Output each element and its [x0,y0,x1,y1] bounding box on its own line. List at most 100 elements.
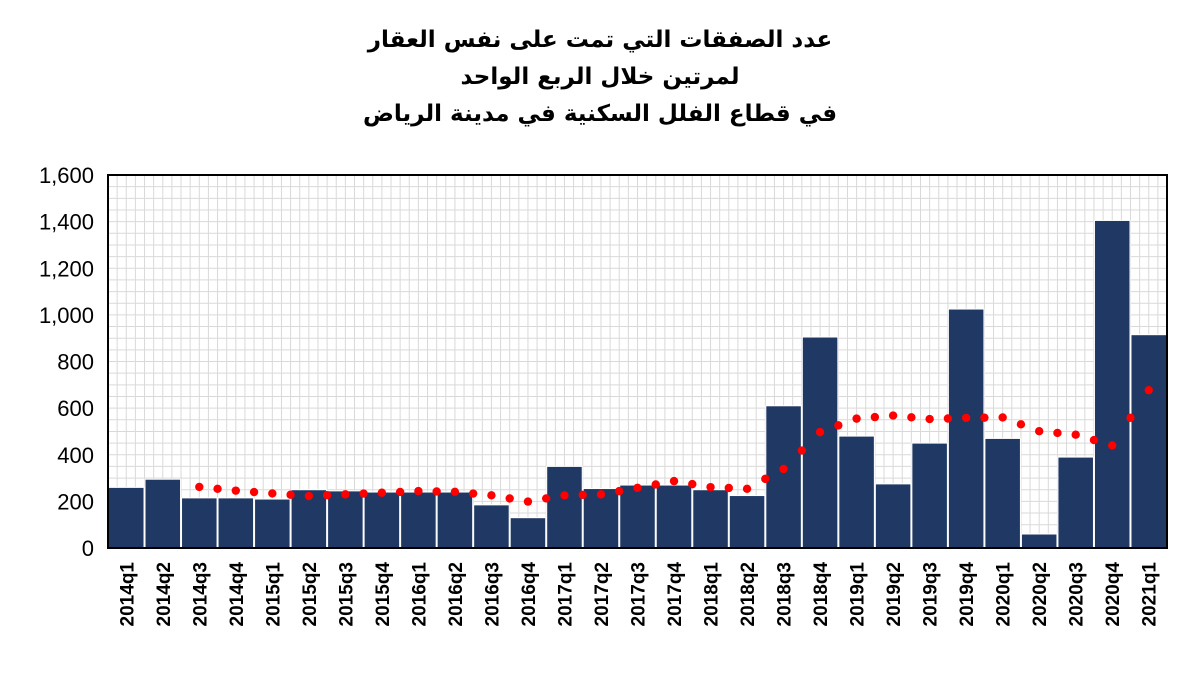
moving-average-point [651,480,660,489]
x-tick-label-2017q1: 2017q1 [555,562,576,627]
y-tick-label: 400 [57,443,94,468]
bar-2015q3 [327,490,364,549]
bar-layer [108,219,1168,549]
bar-2017q3 [619,484,656,549]
bar-2018q3 [765,405,802,549]
moving-average-point [633,483,642,493]
moving-average-point [542,494,551,503]
x-tick-label-2019q2: 2019q2 [884,562,905,626]
bar-2014q4 [217,497,255,549]
moving-average-point [925,414,934,424]
bar-2017q4 [655,484,693,549]
moving-average-point [487,491,496,500]
moving-average-point [395,487,405,497]
bar-2014q1 [108,486,145,549]
moving-average-point [195,482,204,492]
moving-average-point [213,484,222,493]
moving-average-point [578,490,587,500]
bar-2014q2 [144,478,182,549]
x-tick-label-2014q2: 2014q2 [154,562,175,626]
moving-average-point [852,414,861,423]
x-tick-label-2016q1: 2016q1 [409,562,430,627]
moving-average-point [1126,413,1135,422]
moving-average-point [596,490,606,499]
y-tick-label: 1,400 [39,210,94,235]
moving-average-point [779,464,788,474]
y-tick-label: 1,200 [39,256,94,281]
moving-average-point [304,491,314,501]
bar-2021q1 [1130,334,1168,549]
x-tick-label-2021q1: 2021q1 [1140,562,1161,627]
moving-average-point [286,490,295,499]
moving-average-point [359,489,368,498]
x-tick-label-2018q4: 2018q4 [811,562,832,627]
x-tick-label-2020q3: 2020q3 [1067,562,1088,626]
moving-average-point [505,494,514,503]
bar-2016q1 [400,491,437,549]
bar-2018q2 [728,495,766,549]
moving-average-point [815,427,825,437]
y-axis: 1,600 1,400 1,200 1,000 800 600 400 200 0 [39,163,94,561]
moving-average-point [961,413,971,423]
plot-frame [107,174,1168,549]
moving-average-point [249,487,259,497]
moving-average-point [761,474,770,484]
moving-average-point [688,479,697,489]
chart-title: عدد الصفقات التي تمت على نفس العقار لمرت… [0,22,1200,133]
bar-2017q1 [546,465,583,549]
x-tick-label-2018q3: 2018q3 [775,562,796,626]
moving-average-point [907,413,916,422]
moving-average-point [432,487,441,496]
x-tick-label-2016q2: 2016q2 [446,562,467,626]
x-axis: 2014q1 2014q2 2014q3 2014q4 2015q1 2015q2 2015… [117,562,1160,627]
moving-average-point [797,446,807,455]
bar-2020q3 [1057,456,1094,549]
moving-average-point [341,490,350,499]
bar-2020q2 [1020,533,1058,549]
moving-average-point [742,484,752,493]
x-tick-label-2020q4: 2020q4 [1103,562,1124,627]
moving-average-point [888,411,898,420]
moving-average-point [706,482,715,492]
moving-average-point [450,487,460,497]
x-tick-label-2015q2: 2015q2 [300,562,321,626]
chart-title-line-2: لمرتين خلال الربع الواحد [460,64,740,90]
moving-average-point [1034,427,1044,436]
x-tick-label-2015q3: 2015q3 [336,562,357,626]
bar-2019q1 [838,435,875,549]
bar-2014q3 [181,497,218,549]
moving-average-point [669,476,679,486]
moving-average-point [1016,420,1026,429]
chart-title-line-1: عدد الصفقات التي تمت على نفس العقار [367,27,833,53]
x-tick-label-2015q1: 2015q1 [263,562,284,627]
x-tick-label-2017q4: 2017q4 [665,562,686,627]
moving-average-point [998,413,1007,422]
moving-average-point [268,489,277,498]
y-tick-label: 200 [57,489,94,514]
y-tick-label: 1,000 [39,303,94,328]
moving-average-point [322,490,332,500]
bar-2018q1 [692,489,729,549]
moving-average-layer [195,385,1153,506]
moving-average-point [1144,385,1153,395]
x-tick-label-2017q2: 2017q2 [592,562,613,626]
bar-2015q1 [254,498,291,549]
moving-average-point [1071,430,1080,439]
bar-2020q1 [984,437,1021,549]
y-tick-label: 600 [57,396,94,421]
y-tick-label: 0 [82,536,94,561]
bar-2016q4 [509,517,547,549]
bar-2016q3 [473,504,510,549]
moving-average-point [1089,435,1099,445]
moving-average-point [834,421,843,430]
moving-average-point [523,497,533,506]
bar-2019q4 [947,308,985,549]
moving-average-point [1108,441,1117,450]
moving-average-point [377,488,387,497]
x-tick-label-2019q3: 2019q3 [921,562,942,626]
x-tick-label-2020q1: 2020q1 [994,562,1015,627]
moving-average-point [414,486,423,496]
bar-2019q3 [911,442,948,549]
moving-average-point [1053,428,1062,438]
